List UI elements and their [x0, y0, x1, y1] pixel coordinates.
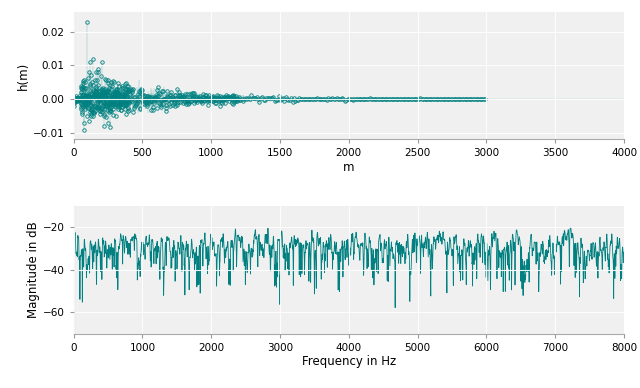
X-axis label: m: m [343, 161, 355, 174]
X-axis label: Frequency in Hz: Frequency in Hz [301, 355, 396, 369]
Y-axis label: Magnitude in dB: Magnitude in dB [27, 222, 40, 318]
Y-axis label: h(m): h(m) [17, 61, 30, 90]
